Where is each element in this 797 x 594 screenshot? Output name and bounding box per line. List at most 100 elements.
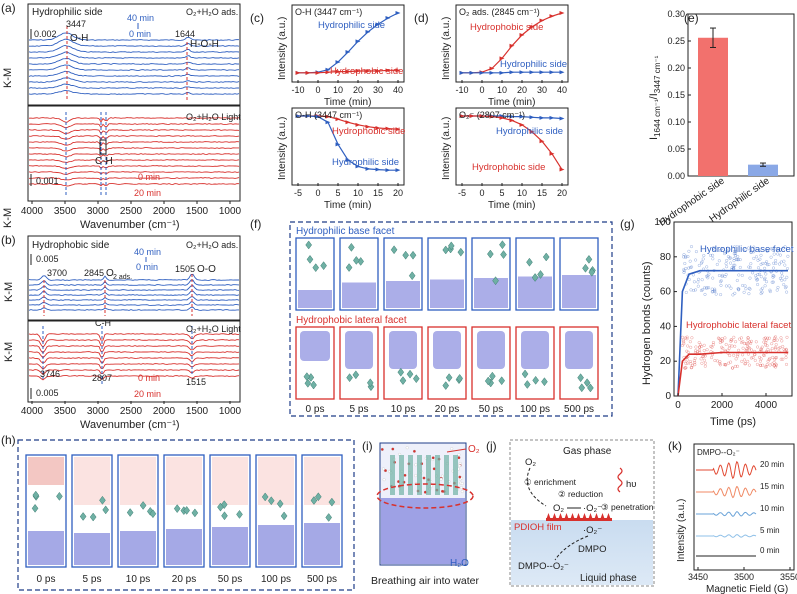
g-scatter-point xyxy=(703,354,707,358)
panel-b: (b) K-M K-M Hydrophobic side O₂+H₂O ads.… xyxy=(1,233,242,431)
g-scatter-point xyxy=(749,356,753,360)
d-top-x-tick-label: 30 xyxy=(537,85,547,95)
h-molecule xyxy=(56,491,63,501)
f-top-water xyxy=(298,290,332,308)
g-scatter-point xyxy=(683,269,687,273)
g-scatter-point xyxy=(776,285,780,289)
b-top-trace xyxy=(28,290,240,296)
f-top-water xyxy=(430,279,464,308)
g-scatter-point xyxy=(779,357,783,361)
g-scatter-point xyxy=(720,337,724,341)
i-film-strand xyxy=(408,455,413,495)
d-top-plot xyxy=(459,11,565,75)
g-scatter-point xyxy=(736,258,740,262)
g-scatter-point xyxy=(707,286,711,290)
c-top-title: O-H (3447 cm⁻¹) xyxy=(295,7,362,17)
h-oxygen-region xyxy=(28,457,64,485)
k-ylabel: Intensity (a.u.) xyxy=(676,499,687,562)
d-top-frame xyxy=(455,4,569,83)
g-scatter-point xyxy=(757,249,761,253)
g-scatter-point xyxy=(719,293,723,297)
g-scatter-point xyxy=(756,345,760,349)
g-scatter-point xyxy=(683,366,687,370)
b-top-trace xyxy=(28,306,239,311)
g-scatter-point xyxy=(715,262,719,266)
h-dashed-box xyxy=(17,439,355,591)
g-scatter-point xyxy=(713,289,717,293)
g-ytick-label: 0 xyxy=(665,391,671,402)
g-scatter-point xyxy=(786,267,790,271)
c-top-red-label: Hydrophobic side xyxy=(330,66,403,77)
f-bottom-molecule xyxy=(489,371,496,381)
g-scatter-point xyxy=(720,345,724,349)
k-time-label: 5 min xyxy=(760,526,780,535)
g-scatter-point xyxy=(697,277,701,281)
g-scatter-point xyxy=(732,249,736,253)
panel-label-c: (c) xyxy=(250,11,264,25)
a-bottom-trace xyxy=(29,177,240,181)
g-scatter-point xyxy=(684,254,688,258)
b-top-ylabel: K-M xyxy=(3,282,15,302)
c-bottom-x-tick-label: -5 xyxy=(294,188,302,198)
g-scatter-point xyxy=(713,359,717,363)
c-top-x-tick-label: 20 xyxy=(353,85,363,95)
h-oxygen-region xyxy=(120,457,156,505)
g-scatter-point xyxy=(759,357,763,361)
g-scatter-point xyxy=(743,358,747,362)
h-water xyxy=(212,527,248,565)
g-scatter-point xyxy=(748,347,752,351)
a-xlabel: Wavenumber (cm⁻¹) xyxy=(80,219,180,231)
a-x-tick-label: 1500 xyxy=(186,206,209,217)
g-scatter-point xyxy=(711,343,715,347)
g-scatter-point xyxy=(720,339,724,343)
g-scatter-point xyxy=(682,268,686,272)
f-bottom-molecule xyxy=(346,373,353,383)
g-scatter-point xyxy=(774,259,778,263)
g-scatter-point xyxy=(702,358,706,362)
f-bottom-molecule xyxy=(498,376,506,386)
d-bottom-x-tick-label: 10 xyxy=(517,188,527,198)
a-top-condition: O₂+H₂O ads. xyxy=(186,7,238,17)
g-scatter-point xyxy=(734,249,738,253)
b-bottom-spectra xyxy=(28,333,240,381)
b-top-scale: 0.005 xyxy=(36,254,59,264)
g-scatter-point xyxy=(689,362,693,366)
panel-label-g: (g) xyxy=(620,217,635,231)
c-bottom-x-tick-label: 5 xyxy=(335,188,340,198)
f-bottom-molecule xyxy=(397,367,405,377)
k-spectrum xyxy=(696,460,757,480)
i-o2-molecule xyxy=(431,456,435,460)
g-red-label: Hydrophobic lateral facet xyxy=(686,320,791,331)
h-water xyxy=(258,525,294,565)
i-o2-molecule xyxy=(439,477,443,481)
i-h2o-label: H₂O xyxy=(450,558,469,569)
j-gas-phase: Gas phase xyxy=(563,446,612,457)
k-time-label: 20 min xyxy=(760,460,784,469)
d-top-red-label: Hydrophobic side xyxy=(470,22,543,33)
g-scatter-point xyxy=(691,273,695,277)
g-scatter-point xyxy=(699,357,703,361)
g-scatter-point xyxy=(771,273,775,277)
g-scatter-point xyxy=(703,286,707,290)
f-top-molecule xyxy=(390,245,398,255)
a-bottom-condition: O₂+H₂O Light xyxy=(186,112,241,122)
b-x-tick-label: 2000 xyxy=(153,406,176,417)
g-scatter-point xyxy=(684,267,688,271)
h-oxygen-region xyxy=(74,457,110,505)
g-scatter-point xyxy=(702,349,706,353)
h-molecule xyxy=(276,499,284,509)
k-time-label: 15 min xyxy=(760,482,784,491)
k-time-label: 0 min xyxy=(760,546,780,555)
a-bottom-time-20: 20 min xyxy=(134,188,161,198)
k-x-tick-label: 3450 xyxy=(688,572,708,582)
g-scatter-point xyxy=(765,363,769,367)
g-scatter-point xyxy=(732,263,736,267)
g-scatter-point xyxy=(703,292,707,296)
g-scatter-point xyxy=(763,284,767,288)
d-bottom-red-label: Hydrophobic side xyxy=(472,162,545,173)
c-bottom-x-tick-label: 20 xyxy=(393,188,403,198)
b-bottom-condition: O₂+H₂O Light xyxy=(186,324,241,334)
a-top-trace xyxy=(28,83,240,89)
g-scatter-point xyxy=(734,340,738,344)
